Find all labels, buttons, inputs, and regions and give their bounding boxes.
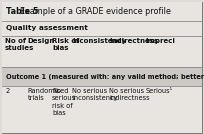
Text: Design: Design: [28, 38, 55, 44]
Text: Example of a GRADE evidence profile: Example of a GRADE evidence profile: [20, 7, 171, 16]
Bar: [2, 67, 202, 86]
Bar: [2, 36, 202, 67]
Text: 2: 2: [5, 88, 9, 94]
Text: Impreci: Impreci: [146, 38, 176, 44]
Text: No
serious
risk of
bias: No serious risk of bias: [52, 88, 76, 116]
Text: Risk of
bias: Risk of bias: [52, 38, 79, 51]
Text: No serious
inconsistency: No serious inconsistency: [72, 88, 118, 101]
Bar: [2, 2, 202, 21]
Text: Inconsistency: Inconsistency: [72, 38, 127, 44]
Text: Table 5: Table 5: [6, 7, 39, 16]
Text: No of
studies: No of studies: [5, 38, 34, 51]
Text: Serious¹: Serious¹: [146, 88, 173, 94]
Bar: [2, 21, 202, 36]
Text: Outcome 1 (measured with: any valid method; better indicated by: Outcome 1 (measured with: any valid meth…: [6, 74, 204, 80]
Text: Quality assessment: Quality assessment: [6, 25, 88, 31]
Text: No serious
indirectness: No serious indirectness: [109, 88, 150, 101]
Text: Indirectness: Indirectness: [109, 38, 158, 44]
Text: Randomised
trials: Randomised trials: [28, 88, 69, 101]
Bar: [2, 86, 202, 133]
